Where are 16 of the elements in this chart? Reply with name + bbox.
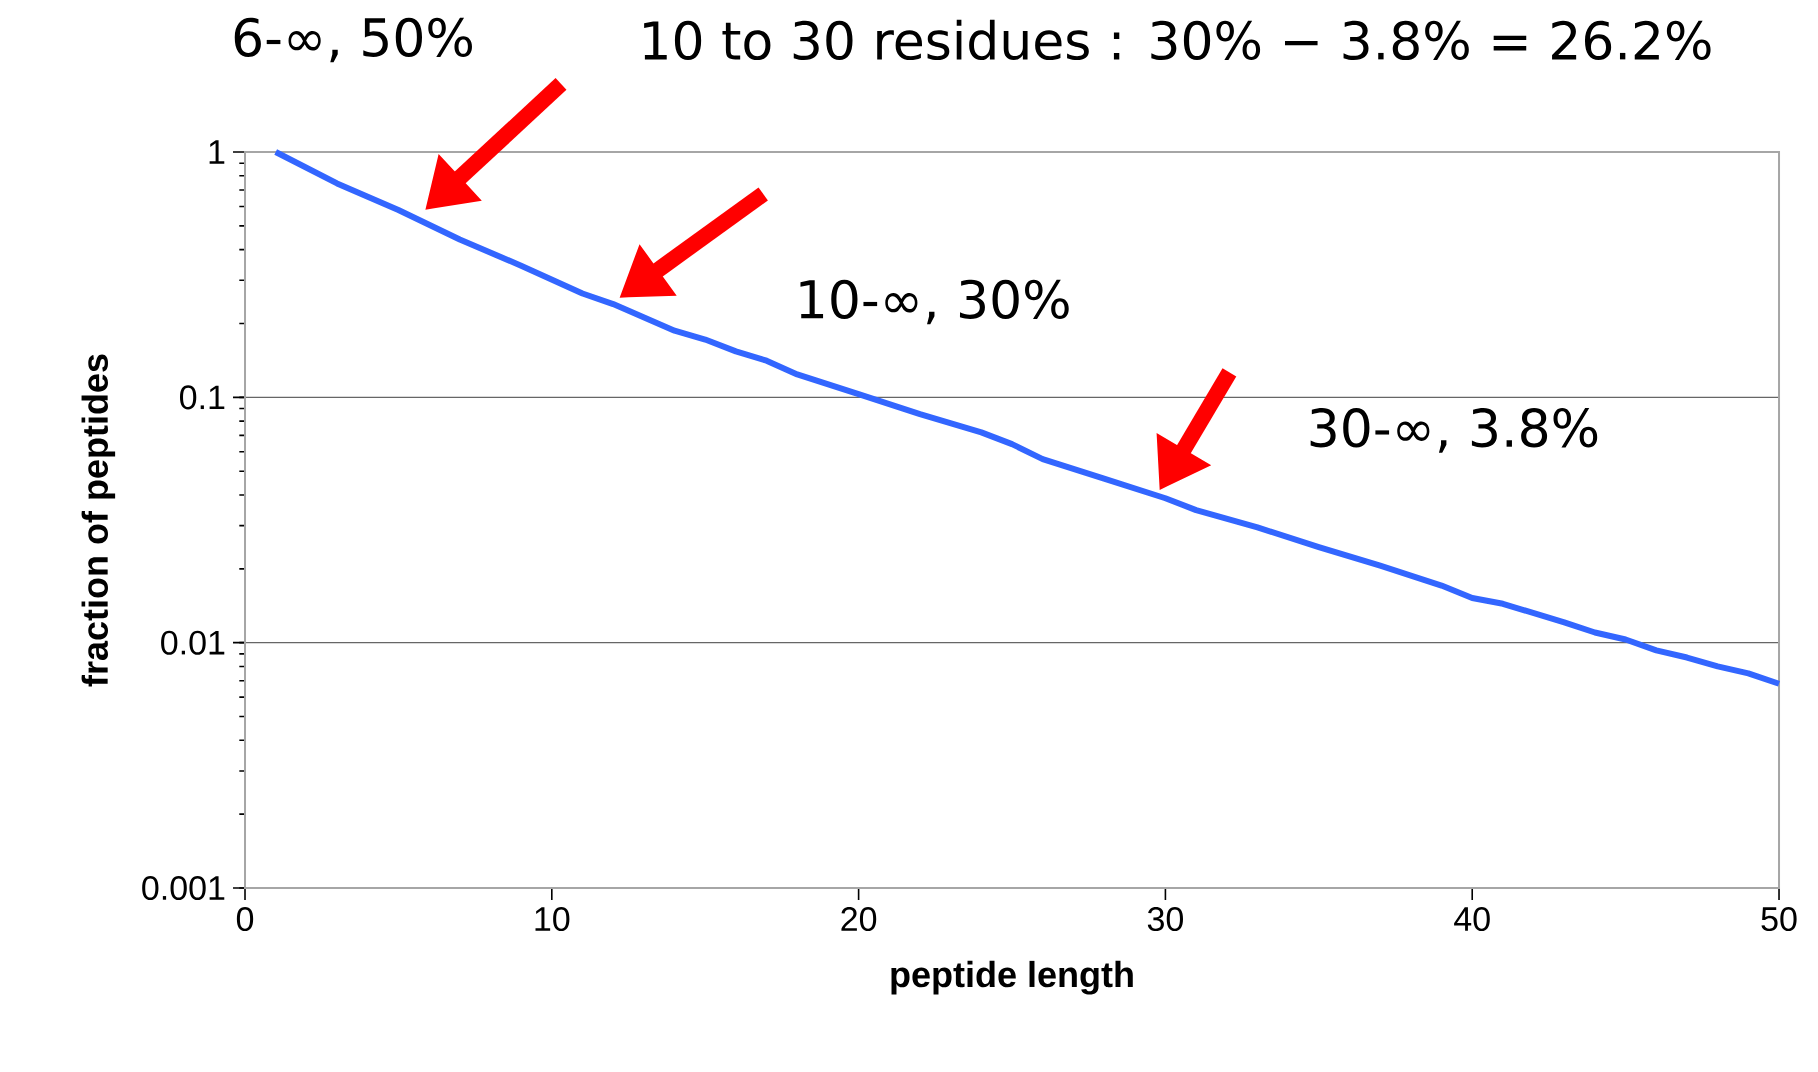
x-tick-label: 30 bbox=[1147, 907, 1184, 932]
x-tick-label: 40 bbox=[1454, 907, 1490, 932]
y-axis-title: fraction of peptides bbox=[81, 354, 116, 687]
y-tick-label: 1 bbox=[209, 140, 225, 164]
x-axis-title: peptide length bbox=[891, 960, 1133, 995]
y-tick-label: 0.001 bbox=[142, 875, 225, 901]
x-tick-label: 50 bbox=[1761, 907, 1797, 932]
x-tick-label: 20 bbox=[841, 907, 877, 932]
text: 6-∞, 50% bbox=[234, 17, 472, 63]
x-tick-label: 0 bbox=[236, 907, 254, 932]
annotation: 30-∞, 3.8% bbox=[1310, 408, 1598, 453]
y-tick-label: 0.01 bbox=[161, 630, 225, 655]
annotation: 10-∞, 30% bbox=[800, 279, 1069, 325]
y-tick-label: 0.1 bbox=[179, 385, 225, 410]
text: 10 to 30 residues : 30% − 3.8% = 26.2% bbox=[644, 19, 1711, 61]
x-tick-label: 10 bbox=[535, 907, 570, 932]
